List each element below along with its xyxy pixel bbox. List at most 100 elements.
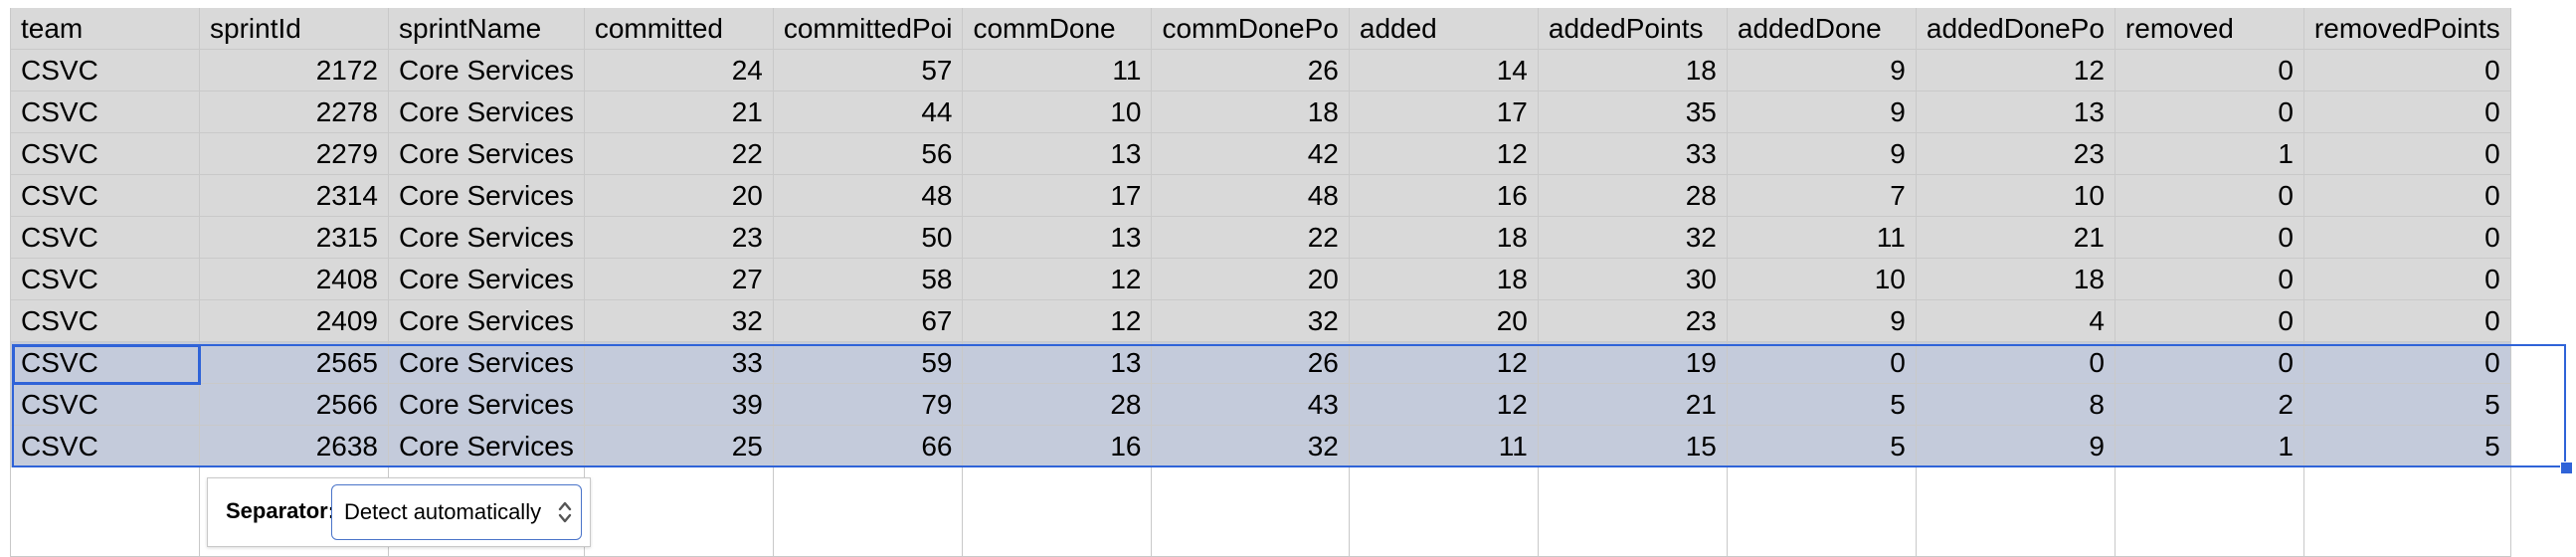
table-cell[interactable]: 4 — [1916, 299, 2116, 342]
table-cell[interactable]: 12 — [1349, 341, 1539, 384]
table-cell[interactable]: Core Services — [388, 91, 585, 133]
column-header-cell[interactable]: addedDonePo — [1916, 8, 2116, 50]
table-cell[interactable]: 32 — [1538, 216, 1728, 259]
table-cell[interactable]: 0 — [2303, 132, 2511, 175]
table-cell[interactable]: 18 — [1151, 91, 1350, 133]
table-cell[interactable]: 32 — [584, 299, 774, 342]
table-cell[interactable]: CSVC — [10, 216, 200, 259]
table-cell[interactable]: 11 — [962, 49, 1153, 92]
table-cell[interactable]: 18 — [1349, 216, 1539, 259]
table-cell[interactable]: 58 — [773, 258, 964, 300]
table-cell[interactable]: 0 — [2115, 216, 2304, 259]
table-cell[interactable]: 13 — [1916, 91, 2116, 133]
table-cell[interactable]: 0 — [2303, 174, 2511, 217]
column-header-cell[interactable]: sprintName — [388, 8, 585, 50]
column-header-cell[interactable]: sprintId — [199, 8, 389, 50]
table-cell[interactable]: CSVC — [10, 174, 200, 217]
empty-cell[interactable] — [2303, 466, 2511, 557]
table-cell[interactable]: 56 — [773, 132, 964, 175]
table-cell[interactable]: 11 — [1349, 425, 1539, 467]
table-cell[interactable]: 17 — [962, 174, 1153, 217]
table-cell[interactable]: CSVC — [10, 49, 200, 92]
empty-cell[interactable] — [1151, 466, 1350, 557]
table-cell[interactable]: 0 — [2115, 174, 2304, 217]
column-header-cell[interactable]: team — [10, 8, 200, 50]
table-cell[interactable]: 23 — [584, 216, 774, 259]
table-cell[interactable]: 1 — [2115, 132, 2304, 175]
column-header-cell[interactable]: commDone — [962, 8, 1153, 50]
table-cell[interactable]: CSVC — [10, 341, 200, 384]
table-cell[interactable]: Core Services — [388, 299, 585, 342]
column-header-cell[interactable]: commDonePo — [1151, 8, 1350, 50]
table-cell[interactable]: 11 — [1727, 216, 1917, 259]
table-cell[interactable]: 0 — [2303, 341, 2511, 384]
table-cell[interactable]: 24 — [584, 49, 774, 92]
table-cell[interactable]: 5 — [2303, 425, 2511, 467]
table-cell[interactable]: Core Services — [388, 49, 585, 92]
table-cell[interactable]: 0 — [2115, 91, 2304, 133]
table-cell[interactable]: 43 — [1151, 383, 1350, 426]
table-cell[interactable]: 1 — [2115, 425, 2304, 467]
empty-cell[interactable] — [2115, 466, 2304, 557]
table-cell[interactable]: CSVC — [10, 132, 200, 175]
empty-cell[interactable] — [10, 466, 200, 557]
table-cell[interactable]: 12 — [1349, 132, 1539, 175]
empty-cell[interactable] — [1916, 466, 2116, 557]
empty-cell[interactable] — [962, 466, 1153, 557]
table-cell[interactable]: 0 — [2115, 299, 2304, 342]
table-cell[interactable]: CSVC — [10, 91, 200, 133]
table-cell[interactable]: 9 — [1727, 91, 1917, 133]
table-cell[interactable]: 5 — [1727, 383, 1917, 426]
table-cell[interactable]: 2409 — [199, 299, 389, 342]
table-cell[interactable]: 2565 — [199, 341, 389, 384]
table-cell[interactable]: 13 — [962, 216, 1153, 259]
table-cell[interactable]: 57 — [773, 49, 964, 92]
table-cell[interactable]: 33 — [584, 341, 774, 384]
table-cell[interactable]: 23 — [1916, 132, 2116, 175]
table-cell[interactable]: 33 — [1538, 132, 1728, 175]
table-cell[interactable]: 18 — [1916, 258, 2116, 300]
table-cell[interactable]: 28 — [962, 383, 1153, 426]
table-cell[interactable]: 0 — [2303, 258, 2511, 300]
table-cell[interactable]: 32 — [1151, 425, 1350, 467]
table-cell[interactable]: 9 — [1916, 425, 2116, 467]
table-cell[interactable]: 48 — [773, 174, 964, 217]
column-header-cell[interactable]: addedPoints — [1538, 8, 1728, 50]
table-cell[interactable]: CSVC — [10, 258, 200, 300]
table-cell[interactable]: 0 — [2115, 49, 2304, 92]
table-cell[interactable]: 26 — [1151, 49, 1350, 92]
table-cell[interactable]: 22 — [1151, 216, 1350, 259]
table-cell[interactable]: 5 — [1727, 425, 1917, 467]
table-cell[interactable]: 28 — [1538, 174, 1728, 217]
table-cell[interactable]: 13 — [962, 132, 1153, 175]
table-cell[interactable]: 26 — [1151, 341, 1350, 384]
table-cell[interactable]: 2278 — [199, 91, 389, 133]
column-header-cell[interactable]: committed — [584, 8, 774, 50]
empty-cell[interactable] — [1538, 466, 1728, 557]
table-cell[interactable]: 17 — [1349, 91, 1539, 133]
table-cell[interactable]: 35 — [1538, 91, 1728, 133]
table-cell[interactable]: 48 — [1151, 174, 1350, 217]
table-cell[interactable]: 22 — [584, 132, 774, 175]
table-cell[interactable]: 42 — [1151, 132, 1350, 175]
table-cell[interactable]: CSVC — [10, 425, 200, 467]
table-cell[interactable]: 2315 — [199, 216, 389, 259]
table-cell[interactable]: 10 — [962, 91, 1153, 133]
table-cell[interactable]: 0 — [2303, 216, 2511, 259]
table-cell[interactable]: CSVC — [10, 299, 200, 342]
table-cell[interactable]: 14 — [1349, 49, 1539, 92]
table-cell[interactable]: 30 — [1538, 258, 1728, 300]
table-cell[interactable]: 2638 — [199, 425, 389, 467]
table-cell[interactable]: 2172 — [199, 49, 389, 92]
table-cell[interactable]: 50 — [773, 216, 964, 259]
table-cell[interactable]: 2408 — [199, 258, 389, 300]
table-cell[interactable]: 21 — [1916, 216, 2116, 259]
table-cell[interactable]: 16 — [962, 425, 1153, 467]
table-cell[interactable]: 9 — [1727, 132, 1917, 175]
table-cell[interactable]: 9 — [1727, 49, 1917, 92]
table-cell[interactable]: 0 — [2303, 49, 2511, 92]
empty-cell[interactable] — [1349, 466, 1539, 557]
table-cell[interactable]: Core Services — [388, 174, 585, 217]
table-cell[interactable]: Core Services — [388, 341, 585, 384]
table-cell[interactable]: 0 — [2115, 341, 2304, 384]
